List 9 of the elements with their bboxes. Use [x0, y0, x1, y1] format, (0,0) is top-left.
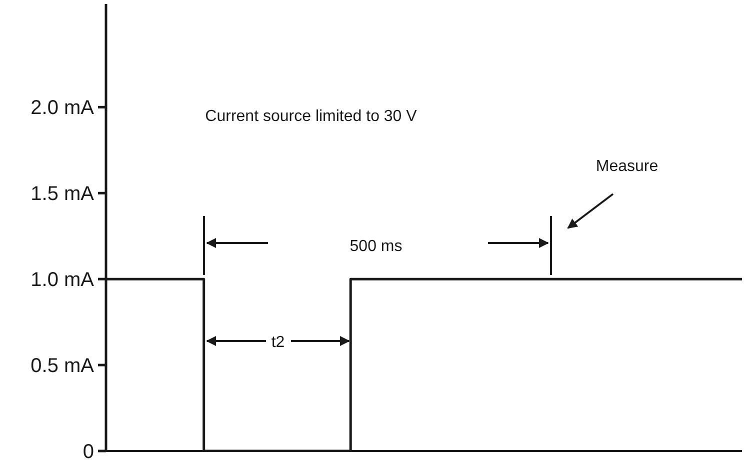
y-tick-label: 0	[82, 441, 94, 462]
y-tick-label: 0.5 mA	[30, 355, 95, 378]
annotation: 500 ms	[350, 238, 402, 255]
annotation: t2	[271, 334, 285, 351]
y-tick-label: 1.5 mA	[30, 183, 95, 206]
y-tick-label: 2.0 mA	[30, 97, 95, 120]
annotation: Current source limited to 30 V	[205, 108, 418, 125]
y-tick-label: 1.0 mA	[30, 269, 95, 292]
annotation: Measure	[596, 158, 658, 175]
